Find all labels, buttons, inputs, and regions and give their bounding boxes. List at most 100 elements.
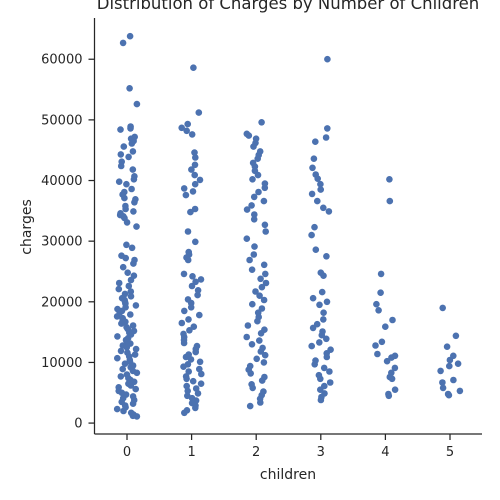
data-point xyxy=(120,143,128,150)
data-point xyxy=(187,356,195,363)
data-point xyxy=(125,153,132,161)
data-point xyxy=(314,175,322,182)
data-point xyxy=(194,390,202,397)
data-point xyxy=(249,176,256,183)
data-point xyxy=(114,354,121,362)
data-point xyxy=(123,344,131,351)
data-point xyxy=(325,208,333,215)
data-point xyxy=(129,166,137,173)
data-point xyxy=(130,260,137,267)
data-point xyxy=(133,369,141,377)
data-point xyxy=(121,360,129,368)
data-point xyxy=(188,131,196,138)
data-point xyxy=(122,254,129,262)
y-tick-label: 10000 xyxy=(41,356,82,371)
x-axis: 0 1 2 3 4 5 xyxy=(123,434,454,460)
data-point xyxy=(194,287,202,294)
data-point xyxy=(129,400,137,408)
y-tick-label: 40000 xyxy=(41,174,82,189)
y-axis: 0 10000 20000 30000 40000 50000 60000 xyxy=(41,53,95,432)
data-point xyxy=(250,251,258,258)
data-point xyxy=(181,307,188,315)
data-point xyxy=(443,343,451,351)
data-point xyxy=(323,298,331,306)
data-point xyxy=(258,377,266,384)
y-tick-label: 20000 xyxy=(41,295,82,310)
data-point xyxy=(261,351,269,359)
data-point xyxy=(182,191,190,199)
data-point xyxy=(198,370,205,378)
data-point xyxy=(121,194,128,202)
y-tick-label: 0 xyxy=(74,417,82,432)
data-point xyxy=(445,391,453,399)
data-point xyxy=(249,300,256,308)
data-point xyxy=(119,365,126,373)
data-point xyxy=(256,292,263,300)
data-point xyxy=(125,282,133,290)
data-point xyxy=(186,327,193,334)
data-point xyxy=(254,155,261,162)
data-point xyxy=(258,119,265,126)
data-point xyxy=(180,363,187,371)
data-point xyxy=(258,283,266,291)
x-tick-label: 4 xyxy=(381,445,389,460)
data-point xyxy=(184,228,192,235)
data-point xyxy=(375,307,382,314)
data-point xyxy=(114,333,121,340)
data-point xyxy=(131,199,138,206)
data-point xyxy=(310,155,318,162)
data-point xyxy=(322,134,330,141)
data-point xyxy=(251,243,258,250)
data-point xyxy=(244,322,252,329)
data-point xyxy=(260,261,268,269)
data-point xyxy=(312,246,320,253)
data-point xyxy=(309,324,317,332)
data-point xyxy=(439,304,447,312)
data-point xyxy=(133,413,141,420)
data-point xyxy=(188,282,196,290)
data-point xyxy=(187,208,194,216)
data-point xyxy=(129,148,137,155)
data-point xyxy=(323,353,331,361)
data-point xyxy=(243,206,251,213)
data-point xyxy=(118,320,125,327)
data-point xyxy=(391,386,399,394)
data-point xyxy=(128,140,136,147)
data-point xyxy=(386,176,393,183)
data-point xyxy=(326,379,334,386)
data-point xyxy=(127,311,134,318)
data-point xyxy=(123,241,130,249)
data-point xyxy=(437,367,444,375)
data-point xyxy=(246,402,254,410)
data-point xyxy=(252,288,259,295)
data-point xyxy=(391,364,399,372)
data-point xyxy=(388,354,395,361)
data-point xyxy=(185,316,192,323)
data-point xyxy=(250,193,258,201)
x-tick-label: 3 xyxy=(317,445,325,460)
data-point xyxy=(181,409,188,417)
data-point xyxy=(245,132,253,139)
data-point xyxy=(120,407,127,415)
data-point xyxy=(320,309,327,317)
data-point xyxy=(260,296,268,304)
data-point xyxy=(316,339,323,346)
data-point xyxy=(251,211,258,218)
x-axis-label: children xyxy=(260,467,316,483)
data-point xyxy=(190,323,198,331)
y-tick-label: 50000 xyxy=(41,113,82,128)
data-point xyxy=(323,252,330,260)
data-point xyxy=(326,368,333,375)
data-point xyxy=(247,370,254,377)
data-point xyxy=(250,143,257,150)
data-point xyxy=(257,275,264,283)
data-point xyxy=(257,330,265,337)
data-point xyxy=(184,256,192,264)
data-point xyxy=(311,361,319,368)
data-point xyxy=(196,176,204,184)
data-point xyxy=(133,223,140,230)
data-point xyxy=(182,353,190,361)
data-point xyxy=(127,276,135,284)
y-tick-label: 30000 xyxy=(41,235,82,250)
x-tick-label: 0 xyxy=(123,445,131,460)
